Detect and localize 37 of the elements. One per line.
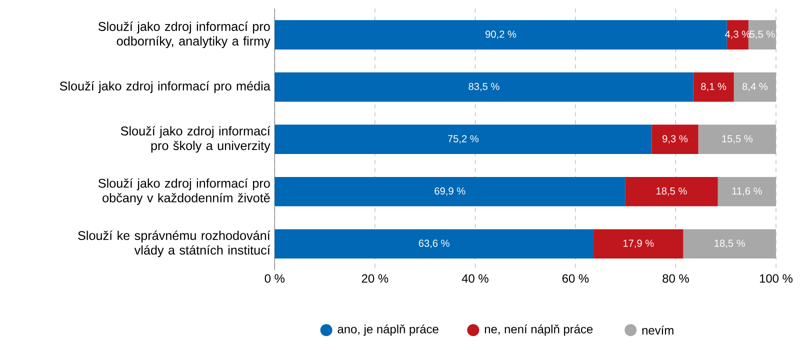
x-tick-label: 0 % xyxy=(264,274,285,283)
bar xyxy=(274,229,594,259)
data-label: 8,1 % xyxy=(701,82,726,92)
data-label: 18,5 % xyxy=(656,187,687,196)
y-tick-label: Slouží jako zdroj informací pro školy a univerzity xyxy=(120,126,270,153)
y-tick-label: Slouží jako zdroj informací pro média xyxy=(60,81,270,94)
x-tick-label: 80 % xyxy=(662,274,689,283)
x-tick-label: 20 % xyxy=(362,274,388,283)
data-label: 5,5 % xyxy=(750,30,775,39)
bar xyxy=(652,124,698,154)
bar xyxy=(693,72,734,102)
x-tick-label: 40 % xyxy=(462,274,488,283)
data-label: 90,2 % xyxy=(486,30,516,39)
y-tick-label: Slouží ke správnému rozhodování vlády a státních institucí xyxy=(78,230,270,258)
bar xyxy=(594,229,684,259)
legend-label: nevím xyxy=(642,326,674,335)
data-label: 18,5 % xyxy=(714,240,745,248)
data-label: 15,5 % xyxy=(722,135,753,144)
legend-label: ne, není náplň práce xyxy=(484,324,593,336)
data-label: 17,9 % xyxy=(623,240,654,248)
legend-label: ano, je náplň práce xyxy=(338,324,438,336)
y-tick-label: Slouží jako zdroj informací pro občany v každodenním životě xyxy=(98,178,270,205)
data-label: 63,6 % xyxy=(418,240,450,248)
data-label: 83,5 % xyxy=(468,82,500,92)
data-label: 8,4 % xyxy=(742,82,768,92)
bar xyxy=(274,124,652,154)
data-label: 11,6 % xyxy=(732,187,762,196)
x-tick-label: 60 % xyxy=(562,274,589,283)
bar xyxy=(274,176,626,206)
x-tick-label: 100 % xyxy=(760,274,793,283)
bar xyxy=(274,20,727,50)
data-label: 75,2 % xyxy=(448,135,479,144)
data-label: 69,9 % xyxy=(434,187,466,196)
bar xyxy=(274,72,694,102)
bar xyxy=(625,176,718,206)
data-label: 9,3 % xyxy=(662,135,688,144)
y-tick-label: Slouží jako zdroj informací pro odborníky, analytiky a firmy xyxy=(98,22,270,48)
